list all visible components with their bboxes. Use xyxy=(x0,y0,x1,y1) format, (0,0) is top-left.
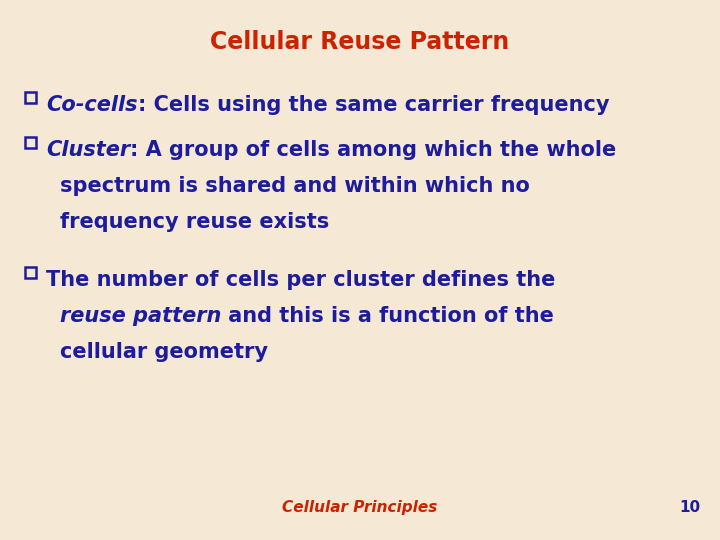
Text: : Cells using the same carrier frequency: : Cells using the same carrier frequency xyxy=(138,95,609,115)
Bar xyxy=(24,267,35,278)
Text: and this is a function of the: and this is a function of the xyxy=(221,306,554,326)
Text: Co-cells: Co-cells xyxy=(46,95,138,115)
Text: cellular geometry: cellular geometry xyxy=(60,342,268,362)
Text: 10: 10 xyxy=(679,500,700,515)
Text: frequency reuse exists: frequency reuse exists xyxy=(60,212,329,232)
Text: : A group of cells among which the whole: : A group of cells among which the whole xyxy=(130,140,616,160)
Text: reuse pattern: reuse pattern xyxy=(60,306,221,326)
Text: Cellular Principles: Cellular Principles xyxy=(282,500,438,515)
Bar xyxy=(24,137,35,147)
Text: Cellular Reuse Pattern: Cellular Reuse Pattern xyxy=(210,30,510,54)
Text: The number of cells per cluster defines the: The number of cells per cluster defines … xyxy=(46,270,555,290)
Text: Cluster: Cluster xyxy=(46,140,130,160)
Text: spectrum is shared and within which no: spectrum is shared and within which no xyxy=(60,176,530,196)
Bar xyxy=(24,91,35,103)
